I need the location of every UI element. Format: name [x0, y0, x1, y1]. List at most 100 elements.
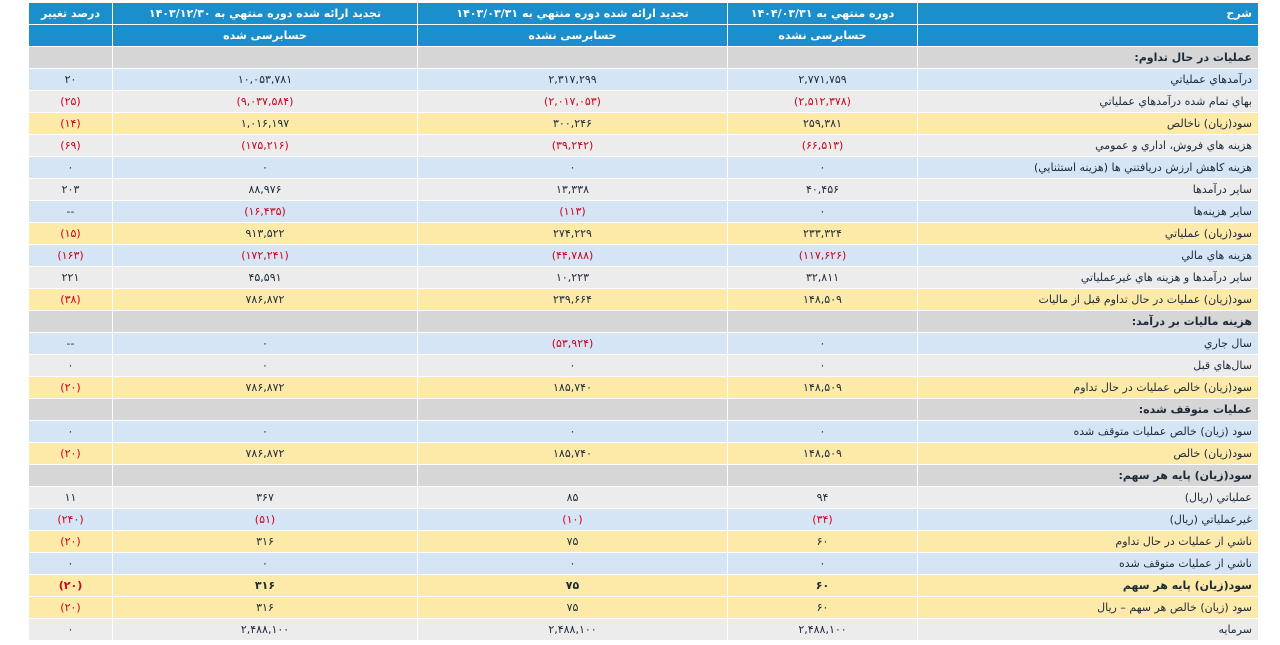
statement: شرح دوره منتهي به ۱۴۰۴/۰۳/۳۱ تجدید ارائه… [28, 2, 1259, 641]
table-row: سود(زيان) خالص عمليات در حال تداوم ۱۴۸,۵۰… [28, 376, 1259, 399]
row-label: سال‌هاي قبل [917, 354, 1259, 377]
row-label: ساير هزينه‌ها [917, 200, 1259, 223]
cell-value: (۲۴۰) [28, 508, 113, 531]
table-row: غيرعملياتي (ريال) (۳۴) (۱۰) (۵۱) (۲۴۰) [28, 508, 1259, 531]
empty-cell [28, 398, 113, 421]
row-label: ناشي از عمليات متوقف شده [917, 552, 1259, 575]
cell-value: ۳۱۶ [112, 574, 418, 597]
cell-value: ۱۰,۰۵۳,۷۸۱ [112, 68, 418, 91]
row-label: بهاي تمام شده درآمدهاي عملياتي [917, 90, 1259, 113]
cell-value: ۲,۴۸۸,۱۰۰ [417, 618, 728, 641]
row-label: سود(زيان) خالص [917, 442, 1259, 465]
row-label: هزينه هاي مالي [917, 244, 1259, 267]
cell-value: ۹۱۳,۵۲۲ [112, 222, 418, 245]
cell-value: (۲,۰۱۷,۰۵۳) [417, 90, 728, 113]
subheader-empty [917, 24, 1259, 47]
cell-value: (۱۱۷,۶۲۶) [727, 244, 918, 267]
cell-value: ۰ [727, 332, 918, 355]
cell-value: ۰ [727, 354, 918, 377]
table-row: سود(زيان) عمليات در حال تداوم قبل از مال… [28, 288, 1259, 311]
subheader: حسابرسی نشده [417, 24, 728, 47]
cell-value: ۲۷۴,۲۲۹ [417, 222, 728, 245]
row-label: ناشي از عمليات در حال تداوم [917, 530, 1259, 553]
table-row: عمليات در حال تداوم: [28, 46, 1259, 69]
table-row: ناشي از عمليات در حال تداوم ۶۰ ۷۵ ۳۱۶ (۲۰) [28, 530, 1259, 553]
cell-value: (۵۳,۹۲۴) [417, 332, 728, 355]
table-row: هزينه هاي مالي (۱۱۷,۶۲۶) (۴۴,۷۸۸) (۱۷۲,۲۴۱)… [28, 244, 1259, 267]
cell-value: ۱۰,۲۲۳ [417, 266, 728, 289]
table-row: بهاي تمام شده درآمدهاي عملياتي (۲,۵۱۲,۳۷۸… [28, 90, 1259, 113]
row-label: غيرعملياتي (ريال) [917, 508, 1259, 531]
table-row: سود(زيان) پايه هر سهم: [28, 464, 1259, 487]
empty-cell [417, 398, 728, 421]
cell-value: ۱۸۵,۷۴۰ [417, 376, 728, 399]
cell-value: (۲۰) [28, 376, 113, 399]
cell-value: ۱,۰۱۶,۱۹۷ [112, 112, 418, 135]
row-label: عملياتي (ريال) [917, 486, 1259, 509]
cell-value: ۰ [28, 420, 113, 443]
cell-value: (۱۵) [28, 222, 113, 245]
empty-cell [112, 464, 418, 487]
cell-value: ۱۳,۳۳۸ [417, 178, 728, 201]
table-row: ساير هزينه‌ها ۰ (۱۱۳) (۱۶,۴۳۵) -- [28, 200, 1259, 223]
cell-value: ۷۸۶,۸۷۲ [112, 376, 418, 399]
empty-cell [417, 46, 728, 69]
column-header: تجدید ارائه شده دوره منتهي به ۱۴۰۳/۱۲/۳۰ [112, 2, 418, 25]
cell-value: ۰ [417, 156, 728, 179]
row-label: هزينه ماليات بر درآمد: [917, 310, 1259, 333]
cell-value: (۱۰) [417, 508, 728, 531]
cell-value: (۳۴) [727, 508, 918, 531]
cell-value: ۶۰ [727, 596, 918, 619]
cell-value: ۳۶۷ [112, 486, 418, 509]
empty-cell [417, 464, 728, 487]
subheader-empty [28, 24, 113, 47]
empty-cell [28, 464, 113, 487]
empty-cell [727, 398, 918, 421]
cell-value: ۲۵۹,۳۸۱ [727, 112, 918, 135]
income-statement-table: شرح دوره منتهي به ۱۴۰۴/۰۳/۳۱ تجدید ارائه… [28, 2, 1259, 641]
cell-value: (۲,۵۱۲,۳۷۸) [727, 90, 918, 113]
cell-value: ۲۲۱ [28, 266, 113, 289]
cell-value: (۳۹,۲۴۲) [417, 134, 728, 157]
row-label: سود (زيان) خالص عمليات متوقف شده [917, 420, 1259, 443]
table-row: سود (زيان) خالص عمليات متوقف شده ۰ ۰ ۰ ۰ [28, 420, 1259, 443]
column-header: دوره منتهي به ۱۴۰۴/۰۳/۳۱ [727, 2, 918, 25]
cell-value: ۳۰۰,۲۴۶ [417, 112, 728, 135]
cell-value: (۲۰) [28, 574, 113, 597]
row-label: عمليات در حال تداوم: [917, 46, 1259, 69]
cell-value: ۲,۴۸۸,۱۰۰ [112, 618, 418, 641]
cell-value: ۰ [112, 332, 418, 355]
cell-value: ۰ [28, 354, 113, 377]
table-row: سود(زيان) خالص ۱۴۸,۵۰۹ ۱۸۵,۷۴۰ ۷۸۶,۸۷۲ (۲۰) [28, 442, 1259, 465]
row-label: سرمايه [917, 618, 1259, 641]
cell-value: (۳۸) [28, 288, 113, 311]
row-label: ساير درآمدها [917, 178, 1259, 201]
cell-value: ۷۸۶,۸۷۲ [112, 288, 418, 311]
cell-value: (۱۶۳) [28, 244, 113, 267]
table-row: هزينه ماليات بر درآمد: [28, 310, 1259, 333]
row-label: ساير درآمدها و هزينه هاي غيرعملياتي [917, 266, 1259, 289]
row-label: هزينه هاي فروش، اداري و عمومي [917, 134, 1259, 157]
empty-cell [112, 398, 418, 421]
table-row: سال‌هاي قبل ۰ ۰ ۰ ۰ [28, 354, 1259, 377]
row-label: سال جاري [917, 332, 1259, 355]
empty-cell [28, 46, 113, 69]
cell-value: ۷۵ [417, 574, 728, 597]
table-row: سود (زيان) خالص هر سهم – ريال ۶۰ ۷۵ ۳۱۶ (۲۰) [28, 596, 1259, 619]
cell-value: ۰ [112, 354, 418, 377]
row-label: سود(زيان) پايه هر سهم: [917, 464, 1259, 487]
cell-value: -- [28, 200, 113, 223]
cell-value: ۶۰ [727, 530, 918, 553]
cell-value: ۲۳۹,۶۶۴ [417, 288, 728, 311]
cell-value: ۲۳۳,۳۲۴ [727, 222, 918, 245]
empty-cell [112, 46, 418, 69]
cell-value: (۲۰) [28, 530, 113, 553]
row-label: سود(زيان) ناخالص [917, 112, 1259, 135]
column-header: شرح [917, 2, 1259, 25]
cell-value: ۲۰۳ [28, 178, 113, 201]
cell-value: (۱۶,۴۳۵) [112, 200, 418, 223]
cell-value: ۳۲,۸۱۱ [727, 266, 918, 289]
cell-value: ۲,۷۷۱,۷۵۹ [727, 68, 918, 91]
cell-value: ۰ [28, 156, 113, 179]
